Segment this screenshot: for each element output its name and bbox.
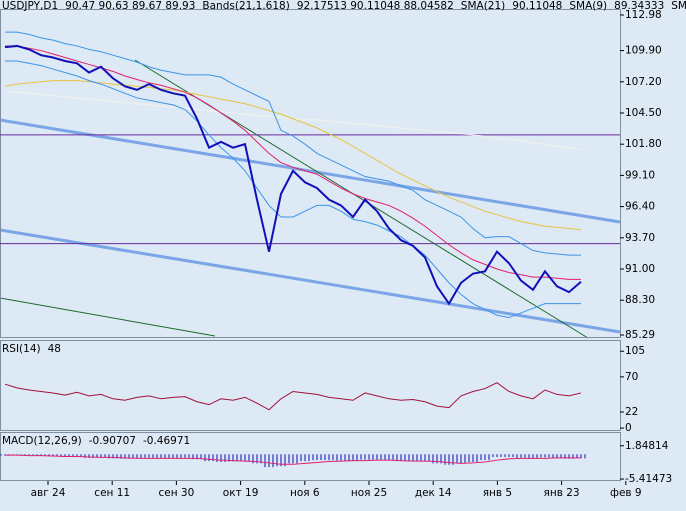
y-tick-label: 1.84814 <box>625 440 669 452</box>
y-tick-label: 104.50 <box>625 107 662 119</box>
x-tick-label: авг 24 <box>31 487 66 499</box>
y-tick-label: 0 <box>625 422 632 434</box>
series-line <box>5 31 581 256</box>
y-tick-label: 93.70 <box>625 232 655 244</box>
header-text: -0.90707 <box>89 435 136 447</box>
header-text: 48 <box>48 343 61 355</box>
x-tick-label: сен 30 <box>159 487 195 499</box>
header-text: 90.11048 <box>512 0 562 12</box>
header-text: RSI(14) <box>2 343 41 355</box>
header-text: -0.46971 <box>143 435 190 447</box>
x-tick-label: сен 11 <box>94 487 130 499</box>
y-tick-label: 107.20 <box>625 76 662 88</box>
y-tick-label: 85.29 <box>625 329 655 341</box>
series-line <box>4 382 582 411</box>
series-line <box>4 44 582 306</box>
header-text: Bands(21,1.618) <box>202 0 289 12</box>
panel-frame <box>0 340 621 431</box>
header-text: 90.47 90.63 89.67 89.93 <box>65 0 195 12</box>
header-text: USDJPY,D1 <box>2 0 58 12</box>
header-text: 89.34333 <box>614 0 664 12</box>
x-tick-label: янв 5 <box>483 487 512 499</box>
x-tick-label: ноя 25 <box>351 487 387 499</box>
y-tick-label: 112.98 <box>625 9 662 21</box>
y-tick-label: 101.80 <box>625 138 662 150</box>
header-text: SMA(100 <box>671 0 686 12</box>
x-tick-label: окт 19 <box>223 487 259 499</box>
y-tick-label: 70 <box>625 371 638 383</box>
y-tick-label: 105 <box>625 345 645 357</box>
y-tick-label: 91.00 <box>625 263 655 275</box>
header-text: MACD(12,26,9) <box>2 435 82 447</box>
trend-line <box>0 297 216 337</box>
header-text: 92.17513 90.11048 88.04582 <box>297 0 454 12</box>
x-axis: авг 24 сен 11 сен 30 окт 19 ноя 6 ноя 25 дек 1… <box>31 481 642 499</box>
panel-frame <box>0 9 621 338</box>
y-tick-label: -5.41473 <box>625 473 672 485</box>
y-tick-label: 96.40 <box>625 201 655 213</box>
header-text: SMA(21) <box>461 0 505 12</box>
header-text: SMA(9) <box>569 0 607 12</box>
y-tick-label: 109.90 <box>625 45 662 57</box>
x-tick-label: янв 23 <box>544 487 580 499</box>
x-tick-label: фев 9 <box>610 487 642 499</box>
series-line <box>4 80 582 231</box>
y-tick-label: 99.10 <box>625 169 655 181</box>
panel-frame <box>0 432 621 481</box>
series-line <box>5 60 581 319</box>
x-tick-label: ноя 6 <box>290 487 320 499</box>
y-tick-label: 88.30 <box>625 294 655 306</box>
series-line <box>5 454 581 465</box>
y-tick-label: 22 <box>625 406 638 418</box>
x-tick-label: дек 14 <box>415 487 452 499</box>
channel-line <box>0 118 621 224</box>
